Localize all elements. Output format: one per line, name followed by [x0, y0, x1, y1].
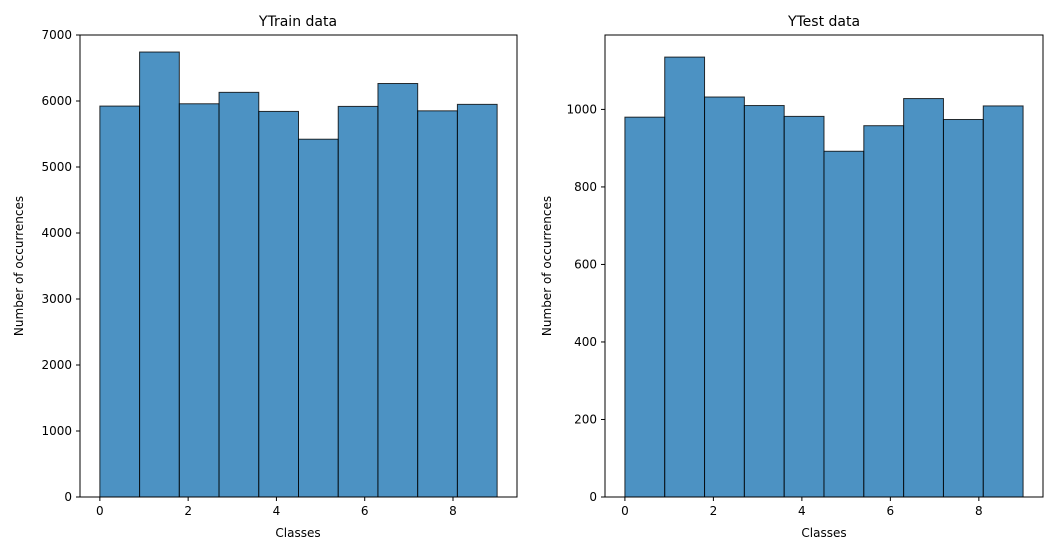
chart-title: YTrain data: [258, 14, 337, 30]
y-tick-label: 200: [574, 412, 597, 426]
x-ticks: 0 2 4 6 8: [621, 497, 983, 518]
y-tick-label: 3000: [41, 292, 72, 306]
bar-class-9: [456, 103, 498, 498]
bar-class-2: [178, 103, 220, 498]
y-tick-label: 6000: [41, 94, 72, 108]
axes-frame: [79, 34, 518, 498]
x-tick-label: 4: [798, 504, 806, 518]
bar-class-8: [417, 110, 458, 498]
bar-class-6: [337, 105, 379, 498]
bar-class-4: [258, 110, 300, 498]
bar-class-7: [903, 98, 944, 498]
x-ticks: 0 2 4 6 8: [96, 497, 457, 518]
bar-class-3: [218, 91, 260, 498]
axes-frame: [604, 34, 1044, 498]
y-tick-label: 1000: [566, 102, 597, 116]
bar-class-6: [863, 125, 905, 498]
y-tick-label: 600: [574, 257, 597, 271]
y-tick-label: 0: [64, 490, 72, 504]
bar-class-1: [664, 56, 706, 498]
bar-class-0: [624, 116, 666, 498]
y-ticks: 0 1000 2000 3000 4000 5000 6000 7000: [41, 28, 80, 504]
x-tick-label: 4: [273, 504, 281, 518]
x-tick-label: 6: [361, 504, 369, 518]
bars: [99, 51, 498, 498]
y-tick-label: 5000: [41, 160, 72, 174]
x-tick-label: 8: [449, 504, 457, 518]
x-axis-label: Classes: [801, 526, 846, 540]
x-tick-label: 2: [184, 504, 192, 518]
x-tick-label: 8: [975, 504, 983, 518]
bar-class-0: [99, 105, 141, 498]
bar-class-2: [704, 96, 745, 498]
ytest-chart: YTest data Classes Number of occurrences…: [540, 14, 1044, 540]
bar-class-9: [982, 105, 1024, 498]
x-tick-label: 0: [621, 504, 629, 518]
x-tick-label: 2: [710, 504, 718, 518]
bar-class-5: [823, 150, 865, 498]
bar-class-8: [942, 118, 984, 498]
ytrain-chart: YTrain data Classes Number of occurrence…: [12, 14, 518, 540]
y-axis-label: Number of occurrences: [540, 196, 554, 336]
y-ticks: 0 200 400 600 800 1000: [566, 102, 605, 504]
y-tick-label: 800: [574, 180, 597, 194]
x-tick-label: 6: [887, 504, 895, 518]
chart-title: YTest data: [787, 14, 860, 30]
y-tick-label: 4000: [41, 226, 72, 240]
x-tick-label: 0: [96, 504, 104, 518]
y-tick-label: 2000: [41, 358, 72, 372]
y-tick-label: 0: [589, 490, 597, 504]
bar-class-1: [139, 51, 180, 498]
bar-class-5: [298, 138, 339, 498]
bar-class-4: [783, 115, 825, 498]
y-tick-label: 7000: [41, 28, 72, 42]
y-axis-label: Number of occurrences: [12, 196, 26, 336]
bar-class-3: [743, 105, 785, 498]
bars: [624, 56, 1024, 498]
y-tick-label: 1000: [41, 424, 72, 438]
bar-class-7: [377, 83, 419, 498]
y-tick-label: 400: [574, 335, 597, 349]
x-axis-label: Classes: [275, 526, 320, 540]
